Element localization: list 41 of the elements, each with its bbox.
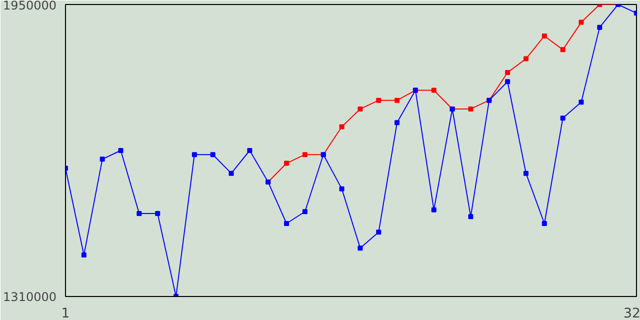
line-series <box>66 4 636 296</box>
point <box>468 214 474 220</box>
point <box>468 106 474 112</box>
point <box>431 88 436 93</box>
point <box>597 24 602 30</box>
point <box>394 120 400 126</box>
point <box>302 209 308 214</box>
point <box>155 210 160 216</box>
point <box>302 152 308 158</box>
point <box>100 156 105 162</box>
point <box>247 148 252 153</box>
point <box>210 152 216 158</box>
point <box>505 70 510 75</box>
point <box>578 100 584 105</box>
point <box>192 152 197 158</box>
point <box>376 230 382 235</box>
point <box>339 186 344 192</box>
point <box>394 98 400 103</box>
point <box>358 246 363 251</box>
y-tick-label: 1310000 <box>3 290 57 304</box>
x-tick-label: 32 <box>624 306 640 320</box>
point <box>118 148 124 153</box>
point <box>431 207 436 212</box>
point <box>578 20 584 25</box>
point <box>284 221 290 226</box>
y-tick-label: 1950000 <box>3 0 57 12</box>
point <box>358 106 363 112</box>
point <box>542 33 547 38</box>
point <box>505 79 510 84</box>
point <box>560 116 566 121</box>
point <box>339 124 344 130</box>
point <box>560 47 566 52</box>
x-tick-label: 1 <box>61 306 70 320</box>
point <box>228 170 234 176</box>
point <box>284 160 290 166</box>
point <box>136 210 142 216</box>
point <box>523 56 528 62</box>
point <box>81 252 86 258</box>
point <box>542 221 547 226</box>
point <box>376 98 382 103</box>
point <box>523 170 528 176</box>
